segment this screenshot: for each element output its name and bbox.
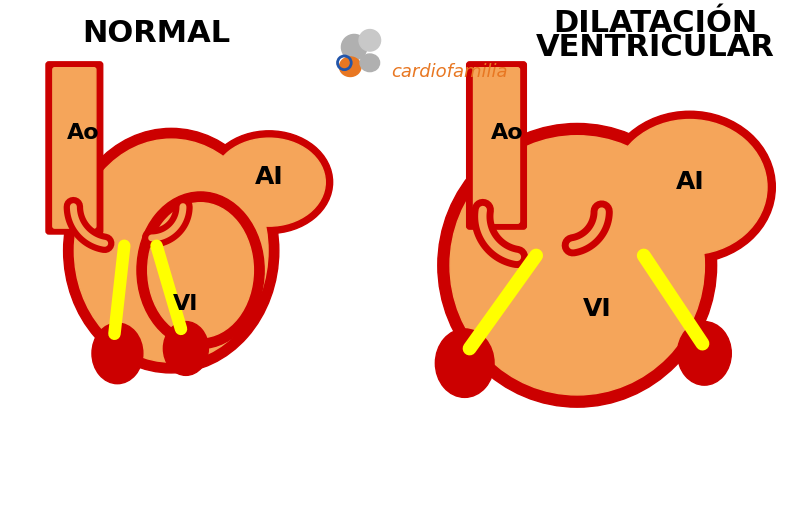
Ellipse shape — [613, 120, 767, 254]
Ellipse shape — [206, 131, 333, 234]
Ellipse shape — [74, 139, 268, 362]
Text: DILATACIÓN: DILATACIÓN — [554, 9, 758, 38]
Text: AI: AI — [254, 165, 283, 189]
Text: Ao: Ao — [67, 123, 99, 143]
Text: Ao: Ao — [490, 123, 523, 143]
Ellipse shape — [678, 322, 731, 385]
FancyBboxPatch shape — [474, 68, 519, 223]
Circle shape — [342, 34, 367, 60]
Ellipse shape — [63, 128, 279, 373]
Text: VENTRICULAR: VENTRICULAR — [536, 33, 775, 61]
Text: NORMAL: NORMAL — [82, 19, 230, 48]
FancyBboxPatch shape — [46, 62, 102, 234]
Text: AI: AI — [675, 170, 704, 194]
Ellipse shape — [163, 322, 208, 375]
Text: cardiofamilia: cardiofamilia — [391, 63, 508, 81]
Text: VI: VI — [173, 295, 198, 314]
Ellipse shape — [92, 323, 143, 384]
Ellipse shape — [213, 138, 326, 226]
Ellipse shape — [438, 123, 717, 407]
Ellipse shape — [604, 111, 775, 263]
Ellipse shape — [137, 192, 264, 349]
Ellipse shape — [360, 54, 379, 72]
Circle shape — [359, 30, 381, 51]
Ellipse shape — [339, 57, 361, 76]
FancyBboxPatch shape — [466, 62, 526, 229]
Text: VI: VI — [582, 297, 611, 321]
FancyBboxPatch shape — [53, 68, 96, 228]
Ellipse shape — [435, 329, 494, 398]
Ellipse shape — [450, 136, 704, 395]
Ellipse shape — [148, 202, 254, 338]
